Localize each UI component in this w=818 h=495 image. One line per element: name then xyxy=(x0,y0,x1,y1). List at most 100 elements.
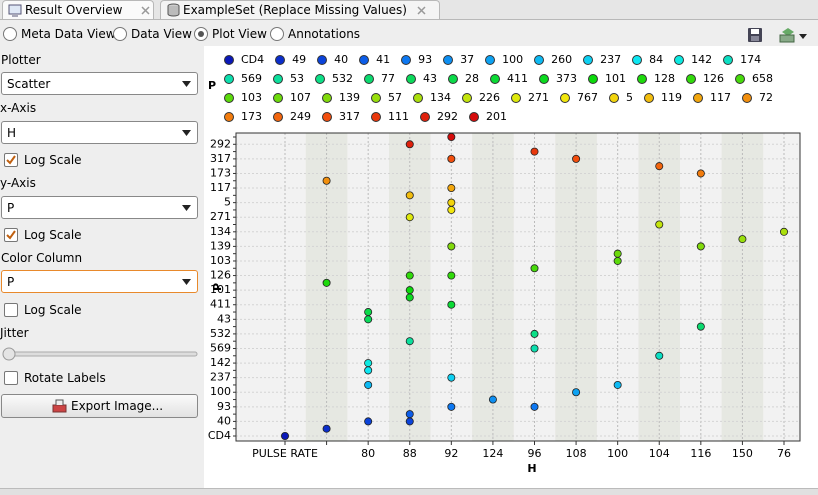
point xyxy=(655,162,664,171)
legend-label: 126 xyxy=(703,72,724,85)
legend-title: P xyxy=(208,79,217,92)
point xyxy=(447,133,456,142)
legend-marker xyxy=(560,92,570,103)
legend-item: 111 xyxy=(371,107,409,126)
plot-border xyxy=(235,132,801,442)
legend-label: 41 xyxy=(376,53,391,66)
dropdown[interactable]: P xyxy=(1,270,198,293)
y-tick-label: 411 xyxy=(210,298,231,311)
legend-marker xyxy=(401,54,412,65)
radio-label[interactable]: Meta Data View xyxy=(21,27,116,41)
point xyxy=(738,235,747,244)
legend-item: 249 xyxy=(273,107,311,126)
legend-item: 119 xyxy=(644,88,682,107)
point xyxy=(696,242,705,251)
y-tick-label: 317 xyxy=(210,152,231,165)
check-mark xyxy=(6,230,16,240)
x-tick-label: 88 xyxy=(403,447,417,460)
checkbox[interactable] xyxy=(4,371,18,385)
checkbox-label[interactable]: Log Scale xyxy=(24,303,82,317)
checkbox[interactable] xyxy=(4,228,18,242)
legend-marker xyxy=(485,54,496,65)
dropdown[interactable]: Scatter xyxy=(1,72,198,95)
point xyxy=(613,256,622,265)
legend-item: 126 xyxy=(686,69,724,88)
legend-label: 139 xyxy=(339,91,360,104)
checkbox[interactable] xyxy=(4,153,18,167)
point xyxy=(447,242,456,251)
legend-marker xyxy=(448,73,458,84)
radio-label[interactable]: Plot View xyxy=(212,27,267,41)
dropdown[interactable]: P xyxy=(1,196,198,219)
point xyxy=(322,278,331,287)
legend-label: 134 xyxy=(430,91,451,104)
point xyxy=(447,402,456,411)
legend-marker xyxy=(539,73,549,84)
dropdown-value: P xyxy=(7,275,15,289)
legend-label: 107 xyxy=(290,91,311,104)
tab-close[interactable] xyxy=(141,6,150,15)
radio-label[interactable]: Annotations xyxy=(288,27,361,41)
legend-label: 260 xyxy=(551,53,573,66)
legend-label: 49 xyxy=(292,53,307,66)
y-tick-label: 271 xyxy=(210,210,231,223)
legend-item: 569 xyxy=(224,69,262,88)
point xyxy=(281,431,290,440)
legend-label: 237 xyxy=(600,53,622,66)
checkbox-label[interactable]: Log Scale xyxy=(24,153,82,167)
point xyxy=(364,380,373,389)
y-tick-label: 569 xyxy=(210,341,231,354)
legend-label: 173 xyxy=(241,110,262,123)
y-tick-label: 126 xyxy=(210,269,231,282)
legend-item: 93 xyxy=(401,50,432,69)
legend-marker xyxy=(693,92,703,103)
legend-item: 767 xyxy=(560,88,598,107)
legend-label: 57 xyxy=(388,91,402,104)
legend-item: 117 xyxy=(693,88,731,107)
legend-item: 5 xyxy=(609,88,633,107)
legend-label: CD4 xyxy=(241,53,265,66)
radio-label[interactable]: Data View xyxy=(131,27,192,41)
legend-label: 5 xyxy=(626,91,633,104)
legend-label: 174 xyxy=(740,53,762,66)
tab[interactable]: Result Overview xyxy=(2,0,154,19)
point xyxy=(613,249,622,258)
tab[interactable]: ExampleSet (Replace Missing Values) xyxy=(160,0,440,19)
point xyxy=(364,359,373,368)
legend-marker xyxy=(413,92,423,103)
point xyxy=(447,198,456,207)
radio[interactable] xyxy=(194,27,208,41)
point xyxy=(364,417,373,426)
button[interactable]: Export Image... xyxy=(1,394,198,418)
legend-marker xyxy=(723,54,734,65)
legend-label: 101 xyxy=(605,72,626,85)
y-tick-label: 139 xyxy=(210,239,231,252)
radio[interactable] xyxy=(3,27,17,41)
radio[interactable] xyxy=(270,27,284,41)
checkbox-label[interactable]: Rotate Labels xyxy=(24,371,106,385)
legend-item: 173 xyxy=(224,107,262,126)
legend-label: 117 xyxy=(710,91,731,104)
legend-label: 128 xyxy=(654,72,675,85)
legend-label: 103 xyxy=(241,91,262,104)
point xyxy=(696,322,705,331)
dropdown[interactable]: H xyxy=(1,121,198,144)
slider[interactable] xyxy=(1,346,199,362)
tab-close[interactable] xyxy=(417,6,426,15)
checkbox[interactable] xyxy=(4,303,18,317)
point xyxy=(405,417,414,426)
x-tick-label: 100 xyxy=(607,447,628,460)
checkbox-label[interactable]: Log Scale xyxy=(24,228,82,242)
legend-item: 271 xyxy=(511,88,549,107)
radio[interactable] xyxy=(113,27,127,41)
y-tick-label: 237 xyxy=(210,371,231,384)
legend-marker xyxy=(273,111,283,122)
toolbar-icons[interactable] xyxy=(746,27,818,44)
point xyxy=(322,176,331,185)
legend-marker xyxy=(273,92,283,103)
button-label: Export Image... xyxy=(71,399,164,413)
legend-marker xyxy=(371,92,381,103)
x-tick-label: 150 xyxy=(732,447,753,460)
dropdown-arrow xyxy=(182,279,191,285)
point xyxy=(447,154,456,163)
